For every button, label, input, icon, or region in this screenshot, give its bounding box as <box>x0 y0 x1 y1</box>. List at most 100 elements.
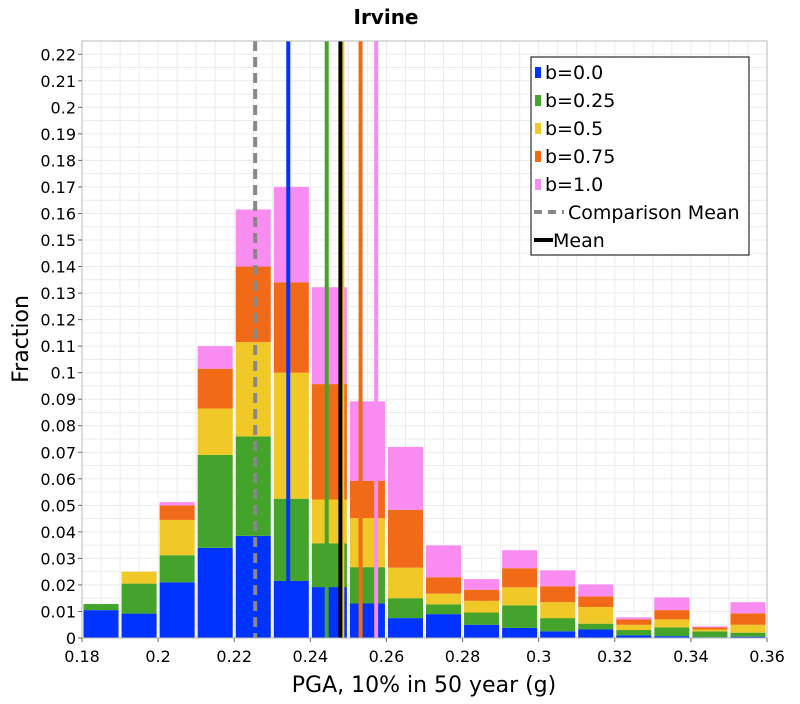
bar-b-0-25-bin-15 <box>654 627 690 637</box>
plot-frame <box>81 40 768 639</box>
legend-label-b-0-75: b=0.75 <box>545 146 615 168</box>
legend-swatch-b-0-0 <box>535 67 541 78</box>
mean-lines <box>253 41 379 638</box>
chart-title: Irvine <box>354 5 419 29</box>
y-tick-label: 0.2 <box>51 98 76 117</box>
bar-b-0-25-bin-12 <box>540 618 576 632</box>
x-tick-label: 0.32 <box>597 647 633 666</box>
bar-b-0-5-bin-13 <box>578 606 614 624</box>
y-tick-label: 0.14 <box>40 258 76 277</box>
x-tick-label: 0.36 <box>749 647 785 666</box>
bar-b-1-0-bin-8 <box>387 446 423 510</box>
legend-box <box>530 56 750 256</box>
y-tick-label: 0.01 <box>40 602 76 621</box>
bar-b-1-0-bin-12 <box>540 570 576 587</box>
bar-b-0-25-bin-4 <box>235 436 271 536</box>
bar-b-0-5-bin-15 <box>654 619 690 628</box>
y-tick-label: 0.11 <box>40 337 76 356</box>
legend-label-b-0-25: b=0.25 <box>545 90 615 112</box>
bar-b-0-5-bin-2 <box>159 519 195 556</box>
y-tick-label: 0.13 <box>40 284 76 303</box>
y-axis-label: Fraction <box>9 295 34 383</box>
bar-b-0-0-bin-15 <box>654 636 690 638</box>
legend-label-b-0-0: b=0.0 <box>545 62 603 84</box>
legend-label-comparison-mean: Comparison Mean <box>568 202 740 224</box>
bar-b-1-0-bin-3 <box>197 346 233 369</box>
y-tick-label: 0.22 <box>40 45 76 64</box>
bar-b-0-5-bin-10 <box>464 600 500 613</box>
y-tick-label: 0.15 <box>40 231 76 250</box>
y-tick-label: 0.12 <box>40 311 76 330</box>
bar-b-0-75-bin-16 <box>692 627 728 630</box>
bar-b-0-5-bin-5 <box>273 372 309 499</box>
bar-b-0-25-bin-11 <box>502 605 538 628</box>
y-tick-label: 0.19 <box>40 125 76 144</box>
y-tick-label: 0.04 <box>40 523 76 542</box>
bar-b-0-75-bin-17 <box>730 613 766 625</box>
bar-b-0-5-bin-7 <box>349 518 385 568</box>
bar-b-0-5-bin-3 <box>197 408 233 455</box>
bar-b-0-25-bin-13 <box>578 623 614 630</box>
bar-b-0-0-bin-8 <box>387 618 423 638</box>
y-tick-label: 0.16 <box>40 204 76 223</box>
y-axis-ticks: 0 0.01 0.02 0.03 0.04 0.05 0.06 0.07 0.08 0.09 0.1… <box>40 45 82 648</box>
bar-b-1-0-bin-10 <box>464 579 500 590</box>
bar-b-0-25-bin-16 <box>692 631 728 638</box>
bar-b-0-5-bin-14 <box>616 624 652 631</box>
legend: b=0.0 b=0.25 b=0.5 b=0.75 b=1.0 Comparison Me… <box>530 56 750 256</box>
bar-b-0-5-bin-12 <box>540 602 576 619</box>
bar-b-0-75-bin-5 <box>273 282 309 373</box>
bar-b-0-25-bin-1 <box>121 583 157 614</box>
y-tick-label: 0.21 <box>40 72 76 91</box>
bar-b-0-5-bin-17 <box>730 624 766 633</box>
bar-b-0-0-bin-3 <box>197 547 233 638</box>
bar-b-0-25-bin-17 <box>730 632 766 637</box>
bar-b-0-75-bin-3 <box>197 368 233 409</box>
bar-b-1-0-bin-14 <box>616 617 652 620</box>
bar-b-0-0-bin-13 <box>578 629 614 638</box>
bar-b-1-0-bin-7 <box>349 401 385 481</box>
bar-b-0-25-bin-10 <box>464 612 500 625</box>
bar-b-0-25-bin-2 <box>159 555 195 583</box>
bar-b-0-75-bin-7 <box>349 480 385 519</box>
bar-b-0-25-bin-0 <box>83 604 119 611</box>
bar-b-1-0-bin-9 <box>426 545 462 578</box>
bar-b-0-25-bin-5 <box>273 498 309 581</box>
bar-b-0-5-bin-8 <box>387 567 423 599</box>
y-tick-label: 0 <box>66 629 76 648</box>
bar-b-0-0-bin-10 <box>464 624 500 638</box>
legend-label-mean: Mean <box>553 230 605 252</box>
bar-b-0-0-bin-1 <box>121 613 157 638</box>
y-tick-label: 0.06 <box>40 470 76 489</box>
legend-swatch-b-0-5 <box>535 123 541 134</box>
bar-b-0-5-bin-11 <box>502 587 538 606</box>
bar-b-1-0-bin-17 <box>730 602 766 614</box>
bar-b-0-0-bin-9 <box>426 614 462 638</box>
bar-b-0-75-bin-11 <box>502 568 538 588</box>
x-tick-label: 0.22 <box>216 647 252 666</box>
y-tick-label: 0.17 <box>40 178 76 197</box>
bar-b-1-0-bin-2 <box>159 502 195 506</box>
x-tick-label: 0.2 <box>145 647 170 666</box>
y-tick-label: 0.05 <box>40 496 76 515</box>
bar-b-0-25-bin-8 <box>387 598 423 619</box>
bar-b-0-75-bin-14 <box>616 619 652 625</box>
bar-b-0-25-bin-9 <box>426 604 462 615</box>
bar-b-0-75-bin-2 <box>159 505 195 520</box>
bar-b-0-0-bin-14 <box>616 635 652 638</box>
bar-b-0-0-bin-0 <box>83 610 119 638</box>
legend-swatch-b-1-0 <box>535 179 541 190</box>
plot-area <box>81 40 768 639</box>
bar-b-0-25-bin-14 <box>616 630 652 636</box>
x-axis-ticks: 0.18 0.2 0.22 0.24 0.26 0.28 0.3 0.32 0.34 0.36 <box>64 638 785 666</box>
x-tick-label: 0.24 <box>293 647 329 666</box>
legend-label-b-1-0: b=1.0 <box>545 174 603 196</box>
bar-b-0-5-bin-16 <box>692 629 728 632</box>
bar-b-0-0-bin-17 <box>730 636 766 638</box>
x-tick-label: 0.34 <box>673 647 709 666</box>
y-tick-label: 0.1 <box>51 364 76 383</box>
bar-b-0-75-bin-9 <box>426 577 462 594</box>
x-axis-label: PGA, 10% in 50 year (g) <box>292 673 556 698</box>
